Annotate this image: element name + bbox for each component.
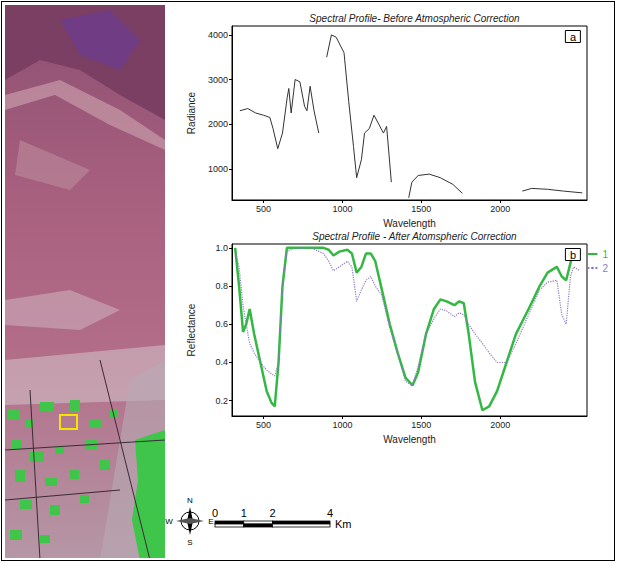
svg-text:2000: 2000 <box>208 119 228 129</box>
svg-text:1500: 1500 <box>411 204 431 214</box>
svg-text:0.4: 0.4 <box>215 357 228 367</box>
svg-text:3000: 3000 <box>208 75 228 85</box>
svg-text:N: N <box>187 496 193 505</box>
svg-text:1.0: 1.0 <box>215 243 228 253</box>
svg-text:1500: 1500 <box>411 420 431 430</box>
svg-text:Radiance: Radiance <box>186 91 197 134</box>
svg-text:Wavelength: Wavelength <box>383 218 435 229</box>
svg-text:1: 1 <box>241 507 247 519</box>
svg-text:Km: Km <box>335 518 352 530</box>
svg-text:1: 1 <box>602 249 608 260</box>
svg-text:2: 2 <box>602 263 608 274</box>
svg-text:Reflectance: Reflectance <box>186 303 197 356</box>
svg-text:4: 4 <box>327 507 333 519</box>
svg-text:0: 0 <box>212 507 218 519</box>
svg-text:Spectral Profile - After Atoms: Spectral Profile - After Atomspheric Cor… <box>312 231 517 242</box>
svg-text:2000: 2000 <box>490 204 510 214</box>
svg-text:a: a <box>570 31 577 43</box>
svg-text:Spectral Profile- Before Atmos: Spectral Profile- Before Atmospheric Cor… <box>309 13 520 24</box>
svg-text:2: 2 <box>269 507 275 519</box>
svg-text:S: S <box>187 538 192 547</box>
svg-text:b: b <box>570 249 576 261</box>
svg-text:4000: 4000 <box>208 30 228 40</box>
svg-text:1000: 1000 <box>332 420 352 430</box>
svg-text:2000: 2000 <box>490 420 510 430</box>
svg-text:0.6: 0.6 <box>215 319 228 329</box>
svg-text:Wavelength: Wavelength <box>383 434 435 445</box>
svg-text:1000: 1000 <box>208 164 228 174</box>
svg-text:0.2: 0.2 <box>215 396 228 406</box>
svg-text:500: 500 <box>256 420 271 430</box>
svg-text:0.8: 0.8 <box>215 281 228 291</box>
svg-text:W: W <box>165 517 173 526</box>
svg-text:500: 500 <box>256 204 271 214</box>
svg-text:E: E <box>208 517 214 526</box>
svg-text:1000: 1000 <box>332 204 352 214</box>
